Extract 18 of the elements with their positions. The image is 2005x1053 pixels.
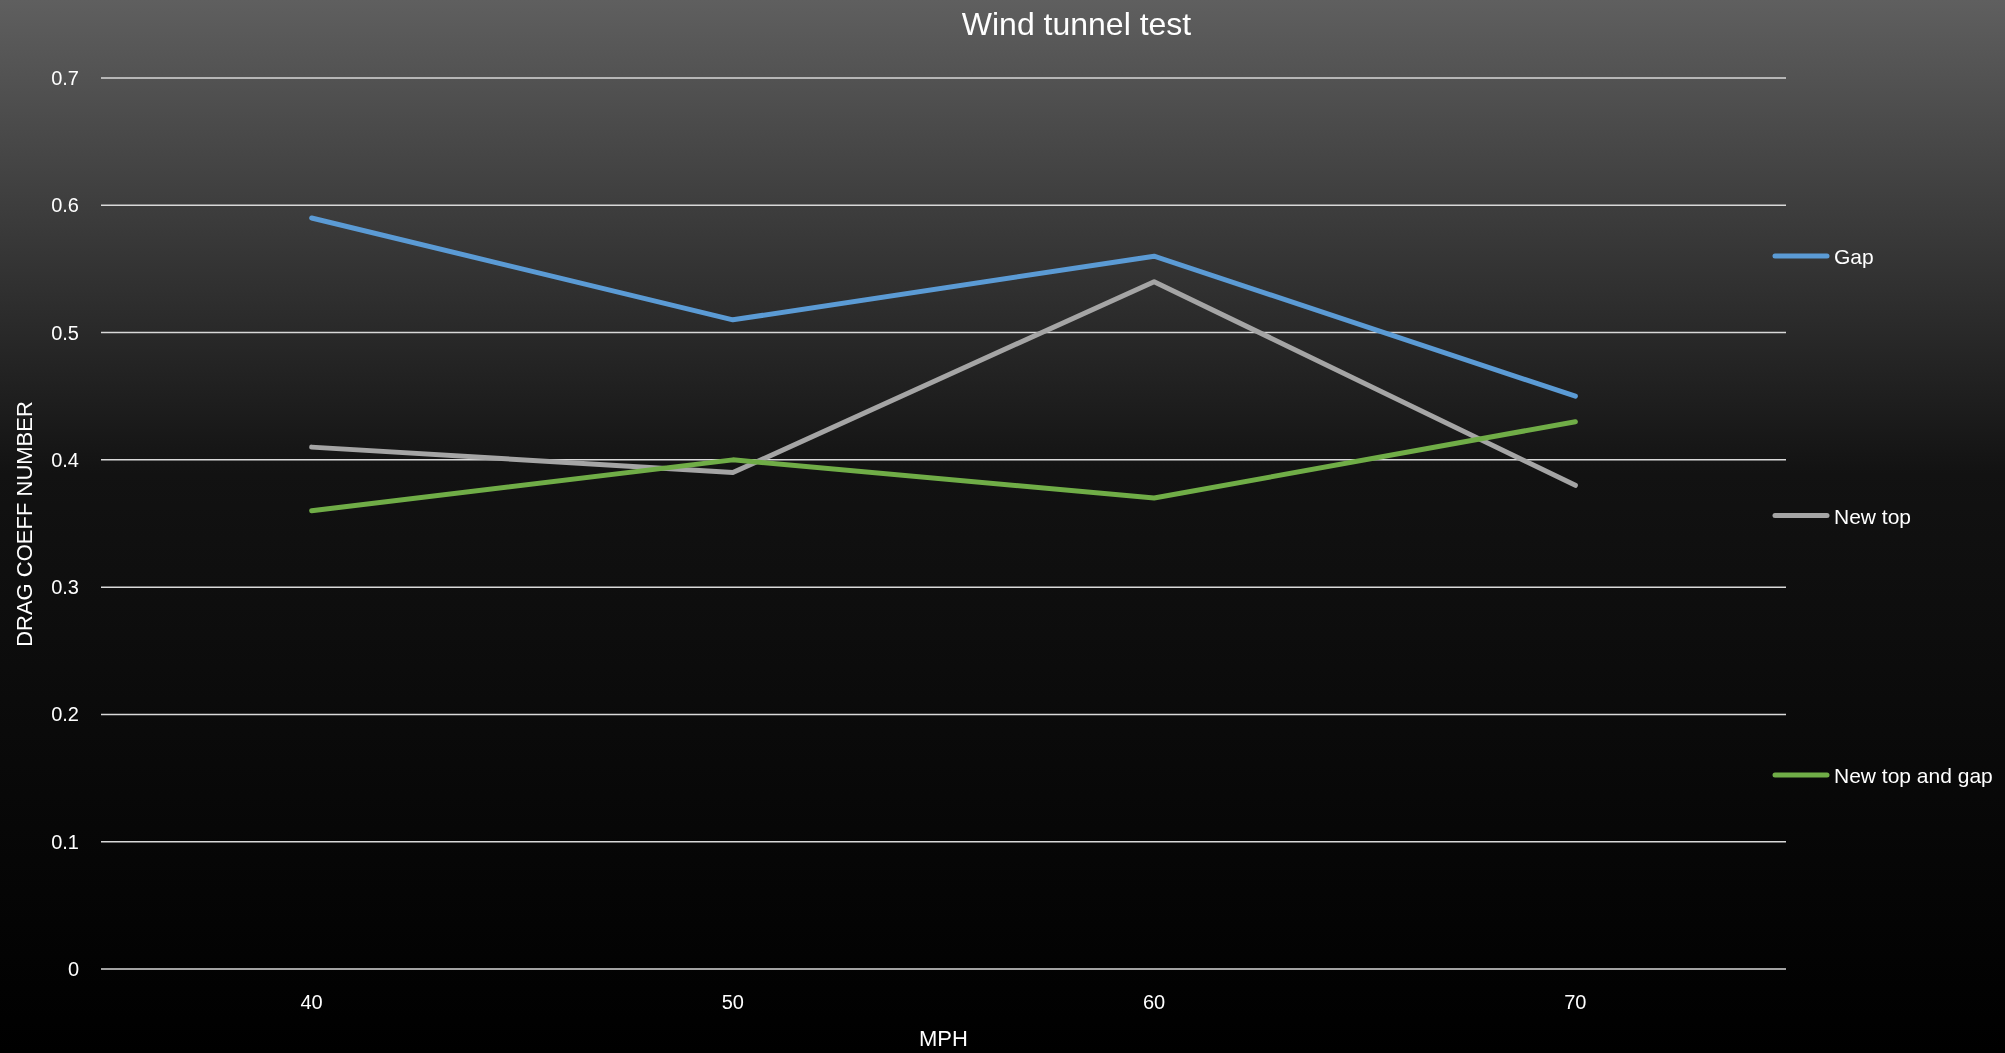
- y-tick-label: 0.3: [51, 576, 79, 599]
- y-tick-label: 0.4: [51, 448, 79, 471]
- x-axis-title: MPH: [919, 1026, 968, 1051]
- x-tick-label: 40: [300, 991, 323, 1013]
- legend-label: New top: [1834, 504, 1912, 528]
- x-tick-label: 50: [721, 991, 744, 1013]
- y-tick-label: 0.7: [51, 67, 79, 89]
- y-tick-label: 0: [67, 958, 79, 980]
- y-axis-title: DRAG COEFF NUMBER: [12, 401, 37, 647]
- legend-label: New top and gap: [1834, 764, 1993, 787]
- y-tick-label: 0.6: [51, 194, 79, 217]
- x-tick-label: 70: [1564, 991, 1587, 1013]
- chart-title: Wind tunnel test: [961, 6, 1192, 42]
- x-tick-label: 60: [1143, 991, 1166, 1013]
- legend-label: Gap: [1834, 245, 1874, 268]
- y-tick-label: 0.5: [51, 321, 79, 344]
- y-tick-label: 0.1: [51, 830, 79, 853]
- y-tick-label: 0.2: [51, 703, 79, 726]
